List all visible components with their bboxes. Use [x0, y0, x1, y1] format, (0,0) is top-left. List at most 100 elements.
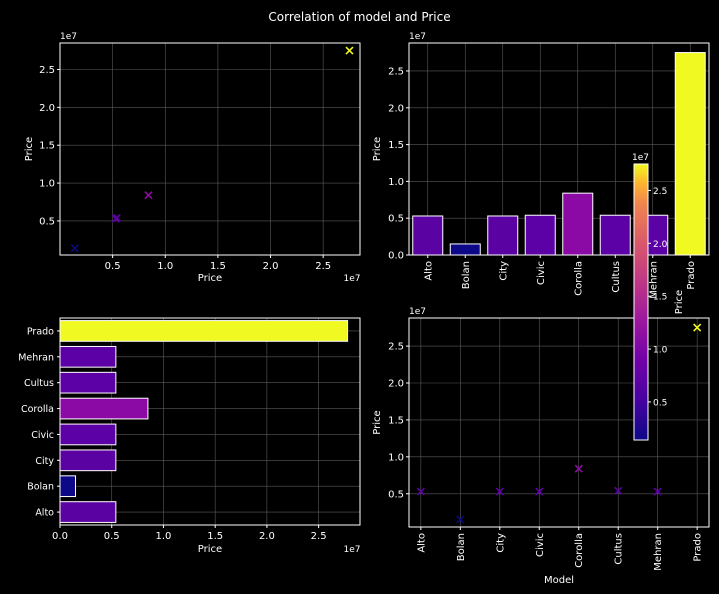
- p4-xtick-label: Civic: [535, 533, 546, 557]
- p2-bar: [449, 243, 481, 256]
- p1-ylabel: Price: [24, 137, 35, 161]
- p2-axes-frame: [408, 42, 710, 256]
- p3-ytick-label: Prado: [27, 326, 54, 337]
- colorbar-bar: [633, 163, 649, 441]
- p1-y-offset: 1e7: [60, 32, 77, 42]
- p2-bar: [524, 214, 556, 256]
- p3-xtick-label: 1.5: [207, 531, 223, 542]
- p2-bar: [599, 214, 631, 256]
- p3-xlabel: Price: [198, 544, 222, 555]
- p2-xtick-label: City: [498, 261, 509, 281]
- p1-point: [112, 213, 121, 222]
- p4-point: [456, 515, 465, 524]
- p2-xtick-label: Mehran: [648, 261, 659, 299]
- p3-x-offset: 1e7: [344, 545, 361, 555]
- p1-point: [70, 244, 79, 253]
- p2-ytick-label: 0.5: [388, 214, 404, 225]
- p2-ytick-label: 2.5: [388, 66, 404, 77]
- p1-ytick-label: 1.5: [39, 141, 55, 152]
- p1-point: [144, 191, 153, 200]
- p1-ytick-label: 2.0: [39, 103, 55, 114]
- p4-xtick-label: City: [495, 533, 506, 553]
- p4-ytick-label: 2.5: [388, 342, 404, 353]
- p3-bar: [59, 449, 117, 472]
- p4-xtick-label: Cultus: [614, 533, 625, 565]
- colorbar-tick-label: 2.5: [653, 187, 667, 197]
- p2-bar: [487, 215, 519, 256]
- p1-xtick-label: 1.5: [210, 261, 226, 272]
- p2-xtick-label: Prado: [686, 261, 697, 290]
- p4-point: [614, 486, 623, 495]
- p4-xlabel: Model: [544, 575, 574, 586]
- p4-point: [495, 487, 504, 496]
- p1-x-offset: 1e7: [344, 274, 361, 284]
- p3-bar: [59, 397, 149, 420]
- p3-ytick-label: Cultus: [24, 378, 54, 389]
- colorbar-tick-label: 2.0: [653, 240, 668, 250]
- p2-ytick-label: 0.0: [388, 251, 404, 262]
- p2-xtick-label: Bolan: [461, 261, 472, 289]
- p4-y-offset: 1e7: [409, 307, 426, 317]
- p2-bar: [562, 192, 594, 256]
- p3-axes-frame: [59, 317, 361, 526]
- colorbar-tick-label: 0.5: [653, 398, 667, 408]
- figure-title: Correlation of model and Price: [268, 10, 451, 24]
- p3-ytick-label: Bolan: [27, 482, 54, 493]
- p4-xtick-label: Prado: [693, 533, 704, 562]
- p2-xtick-label: Corolla: [573, 261, 584, 296]
- p3-xtick-label: 0.0: [52, 531, 68, 542]
- p4-point: [416, 487, 425, 496]
- colorbar-offset: 1e7: [632, 153, 649, 163]
- p1-point: [345, 46, 354, 55]
- p4-point: [693, 323, 702, 332]
- p3-xtick-label: 0.5: [104, 531, 120, 542]
- p4-axes-frame: [408, 317, 710, 528]
- p2-ytick-label: 2.0: [388, 103, 404, 114]
- p2-ylabel: Price: [372, 137, 383, 161]
- p3-ytick-label: Corolla: [21, 404, 54, 415]
- p4-point: [574, 464, 583, 473]
- p3-ytick-label: Alto: [35, 508, 54, 519]
- colorbar-label: Price: [674, 290, 685, 314]
- p1-xtick-label: 2.0: [263, 261, 279, 272]
- p1-xtick-label: 2.5: [315, 261, 331, 272]
- p3-bar: [59, 501, 117, 523]
- p3-xtick-label: 2.5: [311, 531, 327, 542]
- p4-xtick-label: Bolan: [456, 533, 467, 561]
- p2-ytick-label: 1.5: [388, 140, 404, 151]
- p3-xtick-label: 1.0: [155, 531, 171, 542]
- p3-bar: [59, 345, 117, 368]
- p4-ytick-label: 2.0: [388, 378, 404, 389]
- p4-ytick-label: 1.5: [388, 415, 404, 426]
- colorbar-tick-label: 1.0: [653, 346, 668, 356]
- p3-bar: [59, 320, 349, 342]
- p1-xtick-label: 1.0: [157, 261, 173, 272]
- p3-bar: [59, 475, 77, 498]
- p3-ytick-label: Mehran: [18, 352, 54, 363]
- p1-xtick-label: 0.5: [105, 261, 121, 272]
- p1-ytick-label: 1.0: [39, 179, 55, 190]
- p4-xtick-label: Corolla: [574, 533, 585, 568]
- p1-xlabel: Price: [198, 273, 222, 284]
- p4-xtick-label: Alto: [416, 533, 427, 553]
- p2-y-offset: 1e7: [409, 32, 426, 42]
- p3-bar: [59, 371, 117, 394]
- p3-bar: [59, 423, 117, 446]
- p1-ytick-label: 2.5: [39, 65, 55, 76]
- p2-xtick-label: Cultus: [611, 261, 622, 293]
- p3-ytick-label: Civic: [31, 430, 54, 441]
- p4-ytick-label: 0.5: [388, 489, 404, 500]
- p4-ylabel: Price: [372, 410, 383, 434]
- p4-point: [535, 487, 544, 496]
- p2-bar: [674, 52, 706, 256]
- p3-ytick-label: City: [35, 456, 54, 467]
- p2-bar: [412, 215, 444, 256]
- p1-axes-frame: [59, 42, 361, 256]
- p3-xtick-label: 2.0: [259, 531, 275, 542]
- p2-xtick-label: Civic: [536, 261, 547, 285]
- p2-ytick-label: 1.0: [388, 177, 404, 188]
- p2-xtick-label: Alto: [423, 261, 434, 281]
- p1-ytick-label: 0.5: [39, 216, 55, 227]
